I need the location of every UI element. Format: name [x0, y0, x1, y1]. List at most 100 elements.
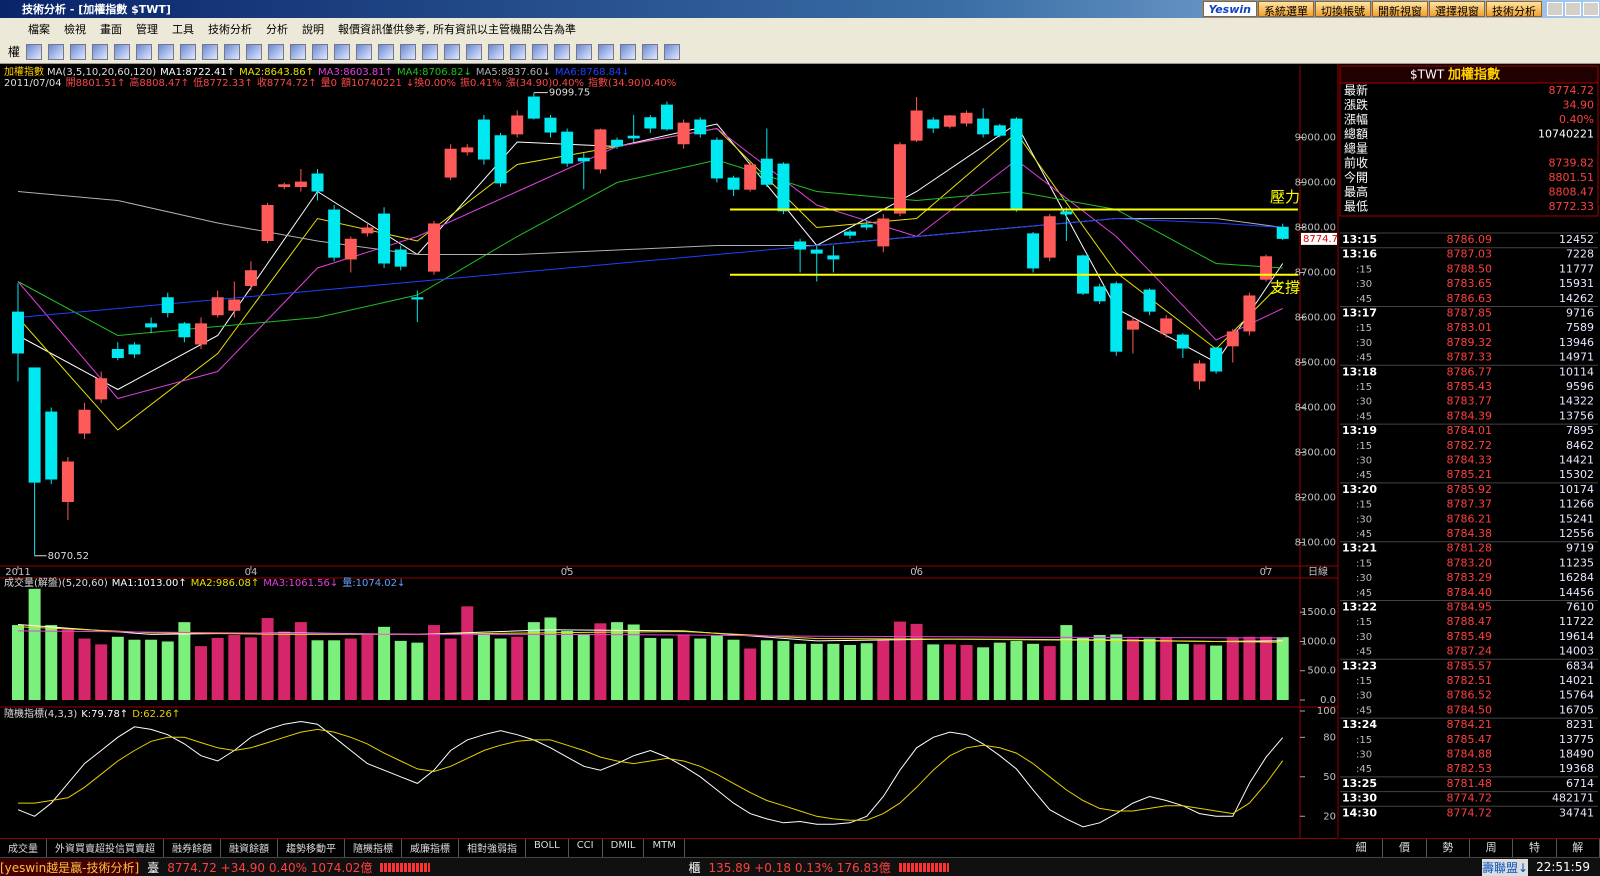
- ma-label: MA4:8706.82↓: [397, 67, 472, 78]
- volume-bar: [1010, 640, 1023, 700]
- toolbar-icon[interactable]: [620, 43, 637, 60]
- menu-item[interactable]: 說明: [302, 23, 324, 36]
- toolbar-icon[interactable]: [532, 43, 549, 60]
- toolbar-icon[interactable]: [598, 43, 615, 60]
- top-button[interactable]: 選擇視窗: [1429, 1, 1485, 18]
- top-button[interactable]: 系統選單: [1258, 1, 1314, 18]
- indicator-tab[interactable]: 威廉指標: [402, 839, 459, 857]
- toolbar-icon[interactable]: [246, 43, 263, 60]
- toolbar-icon[interactable]: [158, 43, 175, 60]
- side-tab[interactable]: 解: [1557, 839, 1600, 857]
- menu-item[interactable]: 技術分析: [208, 23, 252, 36]
- toolbar-icon[interactable]: [92, 43, 109, 60]
- minimize[interactable]: [1547, 2, 1563, 16]
- indicator-tab[interactable]: 外資買賣超投信買賣超: [47, 839, 164, 857]
- last-price-tag: 8774.7: [1303, 234, 1338, 245]
- toolbar-icon[interactable]: [268, 43, 285, 60]
- side-tab[interactable]: 細: [1340, 839, 1384, 857]
- volume-bar: [178, 622, 191, 700]
- candle-body: [1193, 363, 1206, 382]
- toolbar-icon[interactable]: [378, 43, 395, 60]
- menu-item[interactable]: 畫面: [100, 23, 122, 36]
- indicator-tab[interactable]: 融資餘額: [221, 839, 278, 857]
- toolbar-icon[interactable]: [554, 43, 571, 60]
- toolbar-icon[interactable]: [290, 43, 307, 60]
- toolbar-icon[interactable]: [664, 43, 681, 60]
- toolbar-icon[interactable]: [202, 43, 219, 60]
- tick-time: :30: [1356, 573, 1372, 584]
- top-button[interactable]: 開新視窗: [1372, 1, 1428, 18]
- candle-body: [261, 205, 274, 241]
- toolbar-icon[interactable]: [334, 43, 351, 60]
- status-link[interactable]: 壽聯盟↓: [1482, 858, 1529, 876]
- side-tab[interactable]: 特: [1513, 839, 1557, 857]
- menu-item[interactable]: 檢視: [64, 23, 86, 36]
- side-tab[interactable]: 周: [1470, 839, 1514, 857]
- toolbar-icon[interactable]: [510, 43, 527, 60]
- menu-item[interactable]: 工具: [172, 23, 194, 36]
- volume-bar: [1276, 637, 1289, 700]
- candle-body: [344, 238, 357, 260]
- brand[interactable]: Yeswin: [1202, 1, 1257, 17]
- indicator-tab[interactable]: 趨勢移動平: [278, 839, 345, 857]
- tick-volume: 10174: [1559, 483, 1594, 496]
- tick-volume: 14456: [1559, 586, 1594, 599]
- toolbar-icon[interactable]: [48, 43, 65, 60]
- volume-bar: [244, 637, 257, 700]
- candle-body: [677, 122, 690, 145]
- status-time: 22:51:59: [1536, 860, 1590, 874]
- close[interactable]: [1583, 2, 1599, 16]
- candle-body: [361, 227, 374, 234]
- toolbar-icon[interactable]: [444, 43, 461, 60]
- toolbar-icon[interactable]: [576, 43, 593, 60]
- indicator-tab[interactable]: MTM: [644, 839, 685, 857]
- quote-label: 今開: [1344, 170, 1368, 185]
- quote-label: 總額: [1344, 126, 1368, 141]
- maximize[interactable]: [1565, 2, 1581, 16]
- last-price-box: [1301, 232, 1337, 245]
- indicator-tab[interactable]: CCI: [569, 839, 603, 857]
- indicator-tab[interactable]: DMIL: [603, 839, 645, 857]
- menu-item[interactable]: 檔案: [28, 23, 50, 36]
- tick-time: :15: [1356, 617, 1372, 628]
- toolbar-icon[interactable]: [488, 43, 505, 60]
- volume-header: 成交量(解盤)(5,20,60) MA1:1013.00↑ MA2:986.08↑ M…: [4, 576, 405, 589]
- toolbar-icon[interactable]: [26, 43, 43, 60]
- toolbar-icon[interactable]: [466, 43, 483, 60]
- toolbar-icon[interactable]: [312, 43, 329, 60]
- candle-body: [161, 297, 174, 313]
- tick-volume: 14971: [1559, 351, 1594, 364]
- toolbar-icon[interactable]: [114, 43, 131, 60]
- indicator-tab[interactable]: 融券餘額: [164, 839, 221, 857]
- toolbar-icon[interactable]: [70, 43, 87, 60]
- menu-item[interactable]: 分析: [266, 23, 288, 36]
- volume-bar: [794, 643, 807, 700]
- top-button[interactable]: 切換帳號: [1315, 1, 1371, 18]
- menu-item[interactable]: 管理: [136, 23, 158, 36]
- candle-body: [78, 409, 91, 434]
- tick-volume: 14021: [1559, 674, 1594, 687]
- tick-time: 13:16: [1342, 248, 1377, 261]
- tick-price: 8786.21: [1447, 512, 1493, 525]
- tick-time: :45: [1356, 764, 1372, 775]
- side-tab[interactable]: 價: [1383, 839, 1427, 857]
- indicator-tab[interactable]: 隨機指標: [345, 839, 402, 857]
- top-button[interactable]: 技術分析: [1486, 1, 1542, 18]
- candle-body: [760, 158, 773, 185]
- volume-bar: [993, 642, 1006, 700]
- series-label: K:79.78↑: [81, 709, 128, 720]
- toolbar-icon[interactable]: [180, 43, 197, 60]
- toolbar-icon[interactable]: [422, 43, 439, 60]
- toolbar-icon[interactable]: [136, 43, 153, 60]
- toolbar-label[interactable]: 權: [8, 45, 21, 59]
- candle-body: [910, 110, 923, 141]
- toolbar-icon[interactable]: [400, 43, 417, 60]
- indicator-tab[interactable]: 相對強弱指: [459, 839, 526, 857]
- indicator-tab[interactable]: BOLL: [526, 839, 569, 857]
- toolbar-icon[interactable]: [642, 43, 659, 60]
- toolbar-icon[interactable]: [356, 43, 373, 60]
- side-tab[interactable]: 勢: [1427, 839, 1470, 857]
- candle-body: [328, 209, 341, 258]
- toolbar-icon[interactable]: [224, 43, 241, 60]
- indicator-tab[interactable]: 成交量: [0, 839, 47, 857]
